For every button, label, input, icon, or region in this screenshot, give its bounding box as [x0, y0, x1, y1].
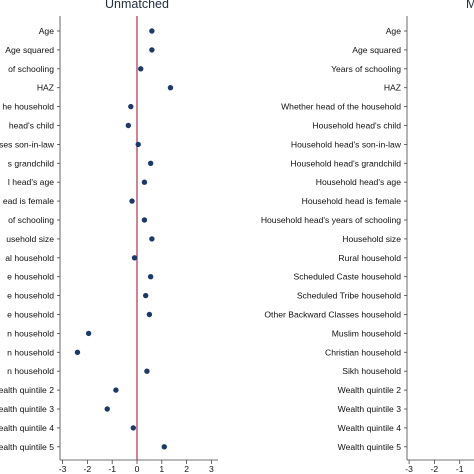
- data-points: [74, 28, 174, 450]
- variable-label-right: Household head is female: [302, 196, 402, 206]
- data-point: [104, 406, 110, 412]
- variable-label-right: Household head's years of schooling: [261, 215, 401, 225]
- data-point: [149, 236, 155, 242]
- variable-label: he household: [2, 102, 54, 112]
- variable-label: al household: [5, 253, 54, 263]
- data-point: [149, 47, 155, 53]
- variable-label: HAZ: [37, 83, 54, 93]
- panel-title-matched: M: [466, 0, 474, 11]
- x-tick-label-right: -3: [405, 464, 413, 474]
- variable-label: n household: [7, 347, 54, 357]
- variable-label-right: Household head's son-in-law: [291, 139, 402, 149]
- data-point: [141, 217, 148, 223]
- variable-label: head's child: [9, 121, 54, 131]
- data-point: [135, 141, 141, 148]
- variable-label: Wealth quintile 3: [0, 404, 54, 414]
- data-point: [74, 349, 81, 355]
- variable-label-right: Sikh household: [342, 366, 401, 376]
- variable-label: of schooling: [8, 64, 54, 74]
- variable-label-right: Household head's age: [316, 177, 401, 187]
- x-tick-label: 3: [209, 464, 214, 474]
- variable-label: Age: [39, 26, 55, 36]
- panel-title-unmatched: Unmatched: [105, 0, 169, 11]
- variable-label: l head's age: [8, 177, 54, 187]
- variable-label: asses son-in-law: [0, 139, 55, 149]
- data-point: [144, 368, 150, 374]
- variable-label: e household: [7, 291, 54, 301]
- variable-label-right: Wealth quintile 2: [338, 385, 402, 395]
- variable-label-right: Years of schooling: [331, 64, 401, 74]
- variable-labels-right: Age Age squared Years of schooling HAZ Wheth…: [261, 26, 402, 452]
- data-point: [167, 85, 174, 91]
- x-tick-label-right: -2: [431, 464, 439, 474]
- data-point: [131, 255, 138, 261]
- variable-label-right: Muslim household: [332, 328, 401, 338]
- x-axis-ticks: -3 -2 -1 0 1 2 3: [59, 460, 214, 474]
- variable-label-right: Age squared: [352, 45, 401, 55]
- variable-label-right: Scheduled Tribe household: [297, 291, 401, 301]
- variable-labels: Age Age squared of schooling HAZ he househol…: [0, 26, 55, 452]
- variable-label-right: Rural household: [338, 253, 401, 263]
- x-tick-label: -1: [108, 464, 116, 474]
- x-tick-label: -3: [59, 464, 67, 474]
- y-tick-marks-right: [404, 30, 407, 448]
- data-point: [146, 311, 153, 318]
- data-point: [147, 160, 154, 166]
- data-point: [113, 387, 119, 393]
- variable-label-right: HAZ: [384, 83, 401, 93]
- variable-label: ead is female: [3, 196, 54, 206]
- x-tick-label: 0: [135, 464, 140, 474]
- variable-label: of schooling: [8, 215, 54, 225]
- variable-label-right: Scheduled Caste household: [293, 272, 401, 282]
- variable-label: Age squared: [5, 45, 54, 55]
- variable-label: Wealth quintile 5: [0, 442, 54, 452]
- data-point: [141, 179, 148, 185]
- data-point: [85, 330, 92, 337]
- x-tick-label-right: -1: [456, 464, 464, 474]
- data-point: [149, 28, 155, 34]
- data-point: [161, 444, 167, 450]
- matched-panel: M Age Age squared Years of schooling HAZ Whe…: [261, 0, 474, 474]
- variable-label-right: Whether head of the household: [281, 102, 401, 112]
- data-point: [130, 425, 136, 431]
- variable-label-right: Wealth quintile 3: [338, 404, 402, 414]
- variable-label: s grandchild: [8, 158, 55, 168]
- variable-label-right: Household head's grandchild: [290, 158, 401, 168]
- variable-label: e household: [7, 272, 54, 282]
- unmatched-panel: Unmatched Age Age squared of schooling HAZ h…: [0, 0, 218, 474]
- variable-label: usehold size: [6, 234, 54, 244]
- variable-label: e household: [7, 310, 54, 320]
- data-point: [147, 274, 154, 280]
- variable-label-right: Age: [386, 26, 402, 36]
- variable-label-right: Wealth quintile 4: [338, 423, 402, 433]
- x-tick-label: 2: [184, 464, 189, 474]
- variable-label-right: Household size: [342, 234, 401, 244]
- variable-label: Wealth quintile 2: [0, 385, 54, 395]
- data-point: [142, 292, 149, 299]
- data-point: [138, 66, 144, 72]
- variable-label: n household: [7, 366, 54, 376]
- x-tick-label: 1: [159, 464, 164, 474]
- variable-label-right: Wealth quintile 5: [338, 442, 402, 452]
- x-tick-label: -2: [84, 464, 92, 474]
- variable-label-right: Household head's child: [312, 121, 401, 131]
- variable-label-right: Other Backward Classes household: [264, 310, 401, 320]
- x-axis-ticks-right: -3 -2 -1: [405, 460, 464, 474]
- data-point: [125, 122, 132, 129]
- data-point: [128, 103, 134, 110]
- variable-label-right: Christian household: [325, 347, 401, 357]
- data-point: [129, 198, 135, 204]
- y-tick-marks: [57, 30, 60, 448]
- variable-label: n household: [7, 328, 54, 338]
- variable-label: Wealth quintile 4: [0, 423, 54, 433]
